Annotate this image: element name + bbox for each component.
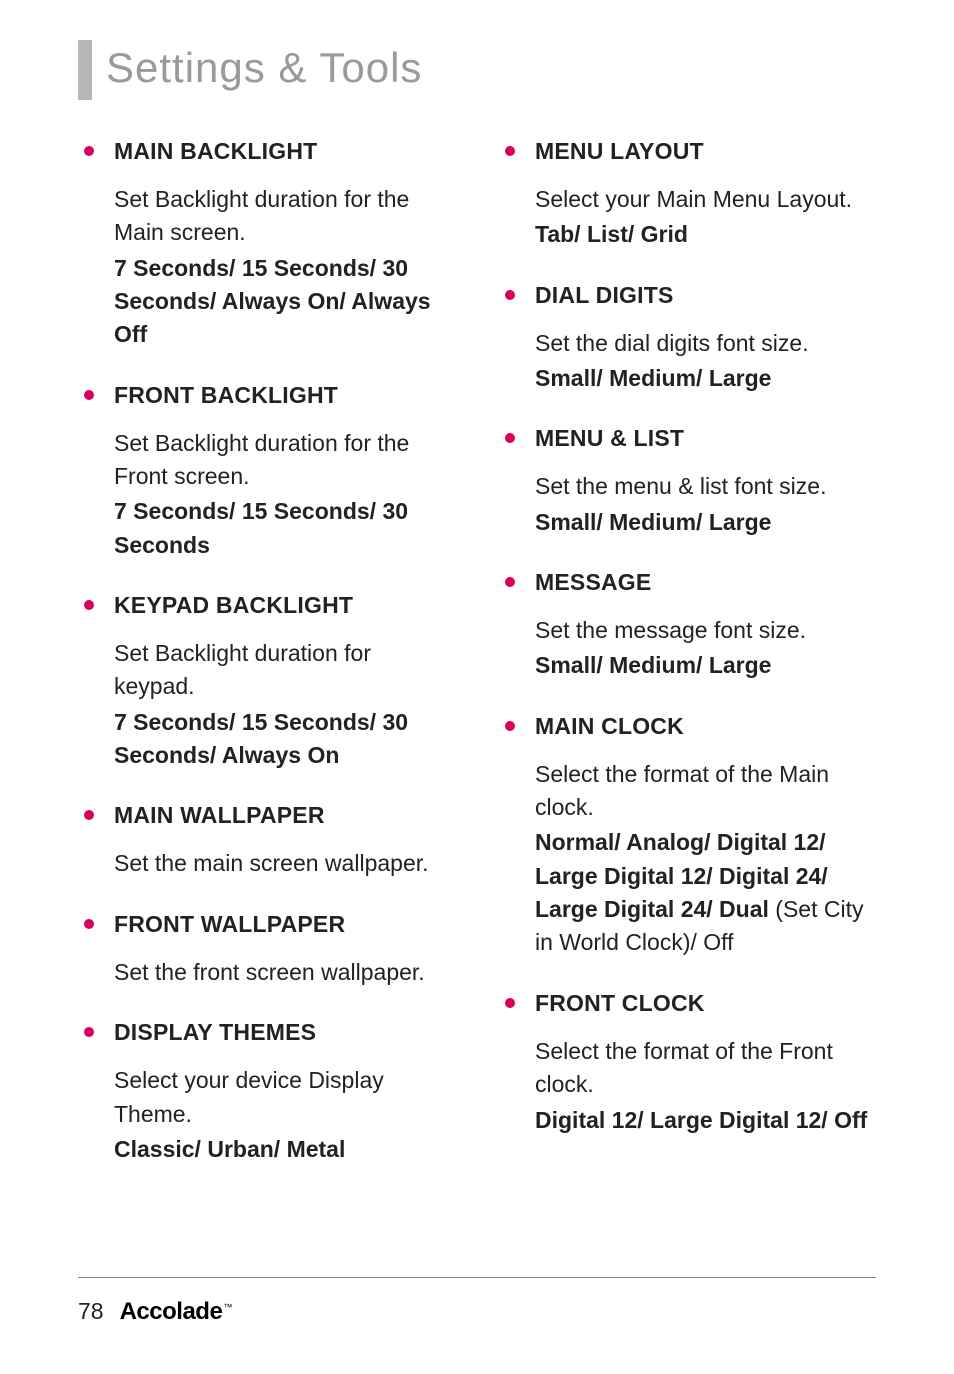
setting-description: Set Backlight duration for the Front scr… [114,427,455,494]
brand-text: Accolade [120,1298,223,1325]
setting-item: FRONT WALLPAPER Set the front screen wall… [78,911,455,989]
brand-tm: ™ [223,1302,232,1312]
setting-heading: FRONT CLOCK [535,990,876,1017]
setting-description: Set the message font size. [535,614,876,647]
footer-rule [78,1277,876,1278]
setting-heading: MAIN WALLPAPER [114,802,455,829]
setting-item: MAIN WALLPAPER Set the main screen wallpa… [78,802,455,880]
setting-heading: MESSAGE [535,569,876,596]
setting-body: Select the format of the Main clock.Norm… [535,758,876,960]
setting-body: Select the format of the Front clock. Dig… [535,1035,876,1137]
setting-options: Normal/ Analog/ Digital 12/ Large Digita… [535,829,863,955]
bullet-icon [505,577,515,587]
content-columns: MAIN BACKLIGHT Set Backlight duration for… [78,138,876,1196]
bullet-icon [84,600,94,610]
setting-options-trail: (Set City in World Clock)/ Off [535,896,863,955]
setting-heading: FRONT WALLPAPER [114,911,455,938]
setting-item: KEYPAD BACKLIGHT Set Backlight duration f… [78,592,455,772]
setting-heading: DISPLAY THEMES [114,1019,455,1046]
setting-heading: DIAL DIGITS [535,282,876,309]
brand-name: Accolade™ [120,1298,232,1326]
setting-heading: MAIN CLOCK [535,713,876,740]
setting-description: Select the format of the Front clock. [535,1035,876,1102]
setting-description: Set the dial digits font size. [535,327,876,360]
setting-item: FRONT BACKLIGHT Set Backlight duration fo… [78,382,455,562]
setting-body: Select your Main Menu Layout. Tab/ List/ … [535,183,876,252]
setting-item: MESSAGE Set the message font size. Small/ … [499,569,876,683]
bullet-icon [84,919,94,929]
setting-description: Set Backlight duration for the Main scre… [114,183,455,250]
page-number: 78 [78,1298,104,1325]
setting-heading: FRONT BACKLIGHT [114,382,455,409]
setting-item: MENU & LIST Set the menu & list font size… [499,425,876,539]
bullet-icon [505,433,515,443]
setting-heading: KEYPAD BACKLIGHT [114,592,455,619]
setting-options: 7 Seconds/ 15 Seconds/ 30 Seconds/ Alway… [114,709,408,768]
setting-description: Set Backlight duration for keypad. [114,637,455,704]
page-footer: 78 Accolade™ [78,1277,876,1326]
setting-body: Set the menu & list font size. Small/ Med… [535,470,876,539]
setting-body: Set the front screen wallpaper. [114,956,455,989]
bullet-icon [84,1027,94,1037]
setting-item: MAIN CLOCK Select the format of the Main … [499,713,876,960]
setting-item: MENU LAYOUT Select your Main Menu Layout.… [499,138,876,252]
bullet-icon [505,721,515,731]
setting-options: Digital 12/ Large Digital 12/ Off [535,1107,867,1133]
setting-description: Set the front screen wallpaper. [114,956,455,989]
footer-line: 78 Accolade™ [78,1298,876,1326]
bullet-icon [505,998,515,1008]
page-title: Settings & Tools [106,40,422,100]
header-accent-bar [78,40,92,100]
bullet-icon [505,290,515,300]
right-column: MENU LAYOUT Select your Main Menu Layout.… [499,138,876,1196]
setting-description: Select the format of the Main clock. [535,758,876,825]
setting-body: Select your device Display Theme. Classic… [114,1064,455,1166]
setting-options: 7 Seconds/ 15 Seconds/ 30 Seconds/ Alway… [114,255,431,348]
setting-body: Set Backlight duration for the Main scre… [114,183,455,352]
setting-heading: MENU LAYOUT [535,138,876,165]
setting-body: Set Backlight duration for keypad.7 Seco… [114,637,455,772]
setting-options: Tab/ List/ Grid [535,221,688,247]
setting-item: DIAL DIGITS Set the dial digits font size… [499,282,876,396]
page-header: Settings & Tools [78,40,876,100]
bullet-icon [84,390,94,400]
setting-item: MAIN BACKLIGHT Set Backlight duration for… [78,138,455,352]
setting-options: Classic/ Urban/ Metal [114,1136,345,1162]
setting-body: Set the message font size. Small/ Medium/… [535,614,876,683]
setting-options: 7 Seconds/ 15 Seconds/ 30 Seconds [114,498,408,557]
bullet-icon [84,146,94,156]
setting-item: DISPLAY THEMES Select your device Display… [78,1019,455,1166]
bullet-icon [505,146,515,156]
setting-item: FRONT CLOCK Select the format of the Fron… [499,990,876,1137]
bullet-icon [84,810,94,820]
setting-heading: MENU & LIST [535,425,876,452]
setting-options: Small/ Medium/ Large [535,652,771,678]
setting-body: Set Backlight duration for the Front scr… [114,427,455,562]
setting-description: Set the menu & list font size. [535,470,876,503]
setting-description: Select your Main Menu Layout. [535,183,876,216]
setting-heading: MAIN BACKLIGHT [114,138,455,165]
setting-options: Small/ Medium/ Large [535,365,771,391]
setting-description: Select your device Display Theme. [114,1064,455,1131]
setting-body: Set the main screen wallpaper. [114,847,455,880]
left-column: MAIN BACKLIGHT Set Backlight duration for… [78,138,455,1196]
setting-description: Set the main screen wallpaper. [114,847,455,880]
setting-options: Small/ Medium/ Large [535,509,771,535]
setting-body: Set the dial digits font size. Small/ Med… [535,327,876,396]
